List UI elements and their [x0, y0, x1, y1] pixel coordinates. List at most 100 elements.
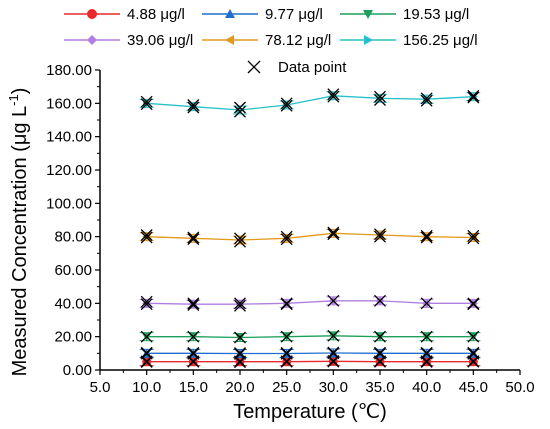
- series-line: [146, 300, 474, 305]
- data-point: [280, 330, 293, 343]
- y-tick-label: 20.00: [54, 329, 92, 346]
- data-point: [187, 231, 200, 244]
- data-point: [234, 101, 246, 114]
- legend-item: 4.88 μg/l: [64, 6, 185, 23]
- data-point-stroke: [327, 226, 340, 239]
- legend: 4.88 μg/l 9.77 μg/l 19.53 μg/l 39.06 μg/l 78…: [64, 6, 478, 76]
- data-point: [280, 347, 293, 360]
- data-point-stroke: [327, 329, 340, 342]
- x-tick-label: 35.0: [365, 379, 394, 396]
- y-tick-label: 160.00: [46, 95, 92, 112]
- y-ticks: 0.00 20.00 40.00 60.00 80.00 100.00 120.00 140.…: [46, 62, 100, 379]
- x-tick-label: 10.0: [132, 379, 161, 396]
- data-point: [467, 346, 480, 359]
- y-tick-label: 60.00: [54, 262, 92, 279]
- data-point-stroke: [467, 346, 480, 359]
- data-point: [467, 89, 480, 102]
- data-point-stroke: [187, 346, 200, 359]
- legend-label: 156.25 μg/l: [403, 32, 478, 49]
- y-axis-title-close: ): [9, 88, 31, 95]
- legend-marker: [363, 10, 373, 19]
- legend-label: 19.53 μg/l: [403, 6, 469, 23]
- data-point: [374, 330, 386, 343]
- data-point-stroke: [420, 346, 433, 359]
- data-point: [467, 297, 480, 310]
- data-point: [140, 98, 153, 111]
- data-point-stroke: [420, 330, 433, 343]
- data-point: [374, 228, 386, 241]
- data-point-stroke: [467, 297, 480, 310]
- data-points-layer: [140, 88, 480, 369]
- x-tick-label: 50.0: [505, 379, 534, 396]
- data-point: [187, 299, 200, 311]
- y-tick-label: 0.00: [63, 362, 92, 379]
- data-point: [187, 233, 200, 246]
- data-point: [327, 329, 340, 342]
- data-point-stroke: [234, 299, 246, 312]
- data-point: [280, 230, 293, 243]
- data-point-stroke: [234, 232, 246, 245]
- data-point-stroke: [140, 347, 153, 360]
- data-point-stroke: [234, 101, 246, 114]
- data-point: [234, 299, 246, 312]
- data-point-stroke: [280, 99, 293, 112]
- data-point-stroke: [374, 94, 386, 106]
- data-point-stroke: [327, 88, 340, 101]
- data-point-stroke: [420, 92, 433, 105]
- data-point-stroke: [140, 298, 153, 311]
- x-tick-label: 15.0: [179, 379, 208, 396]
- data-point-stroke: [374, 330, 386, 343]
- y-axis-title-superscript: -1: [6, 94, 21, 106]
- data-point: [234, 348, 246, 360]
- legend-marker: [87, 9, 97, 19]
- data-point-stroke: [280, 230, 293, 243]
- x-tick-label: 25.0: [272, 379, 301, 396]
- legend-label: 9.77 μg/l: [265, 6, 323, 23]
- data-point: [140, 346, 153, 359]
- data-point-stroke: [280, 297, 293, 310]
- data-point: [140, 231, 153, 244]
- legend-item: 156.25 μg/l: [340, 32, 478, 49]
- data-point: [467, 347, 480, 360]
- legend-item: 19.53 μg/l: [340, 6, 469, 23]
- data-point: [234, 105, 246, 118]
- axes: 5.0 10.0 15.0 20.0 25.0 30.0 35.0 40.0 45.0 50.0 …: [46, 62, 534, 396]
- data-point-stroke: [234, 235, 246, 248]
- data-point-stroke: [420, 94, 433, 107]
- data-point: [327, 346, 340, 359]
- series-marker: [236, 105, 245, 115]
- data-point: [140, 347, 153, 360]
- data-point: [420, 92, 433, 105]
- data-point-stroke: [187, 231, 200, 244]
- y-tick-label: 100.00: [46, 195, 92, 212]
- data-point: [187, 330, 200, 343]
- data-point-stroke: [140, 295, 153, 308]
- data-point: [374, 94, 386, 106]
- data-point: [187, 101, 200, 114]
- data-point: [234, 235, 246, 248]
- data-point: [140, 330, 153, 343]
- data-point: [140, 95, 153, 108]
- data-point: [327, 226, 340, 239]
- data-point-stroke: [140, 346, 153, 359]
- data-point: [280, 297, 293, 310]
- y-axis-title-main: Measured Concentration (μg L: [9, 106, 31, 377]
- data-point-stroke: [374, 230, 386, 243]
- data-point: [467, 91, 480, 104]
- legend-item: 39.06 μg/l: [64, 32, 193, 49]
- legend-item: 9.77 μg/l: [202, 6, 323, 23]
- legend-marker: [225, 35, 234, 45]
- data-point-stroke: [280, 233, 293, 246]
- data-point: [327, 88, 340, 101]
- data-point: [420, 231, 433, 244]
- data-point: [234, 347, 246, 359]
- data-point-stroke: [420, 229, 433, 242]
- series-marker: [376, 93, 385, 103]
- series-layer: [139, 91, 481, 367]
- data-point: [374, 230, 386, 243]
- data-point: [234, 297, 246, 310]
- data-point-stroke: [234, 297, 246, 310]
- data-point: [374, 347, 386, 360]
- data-point-stroke: [140, 231, 153, 244]
